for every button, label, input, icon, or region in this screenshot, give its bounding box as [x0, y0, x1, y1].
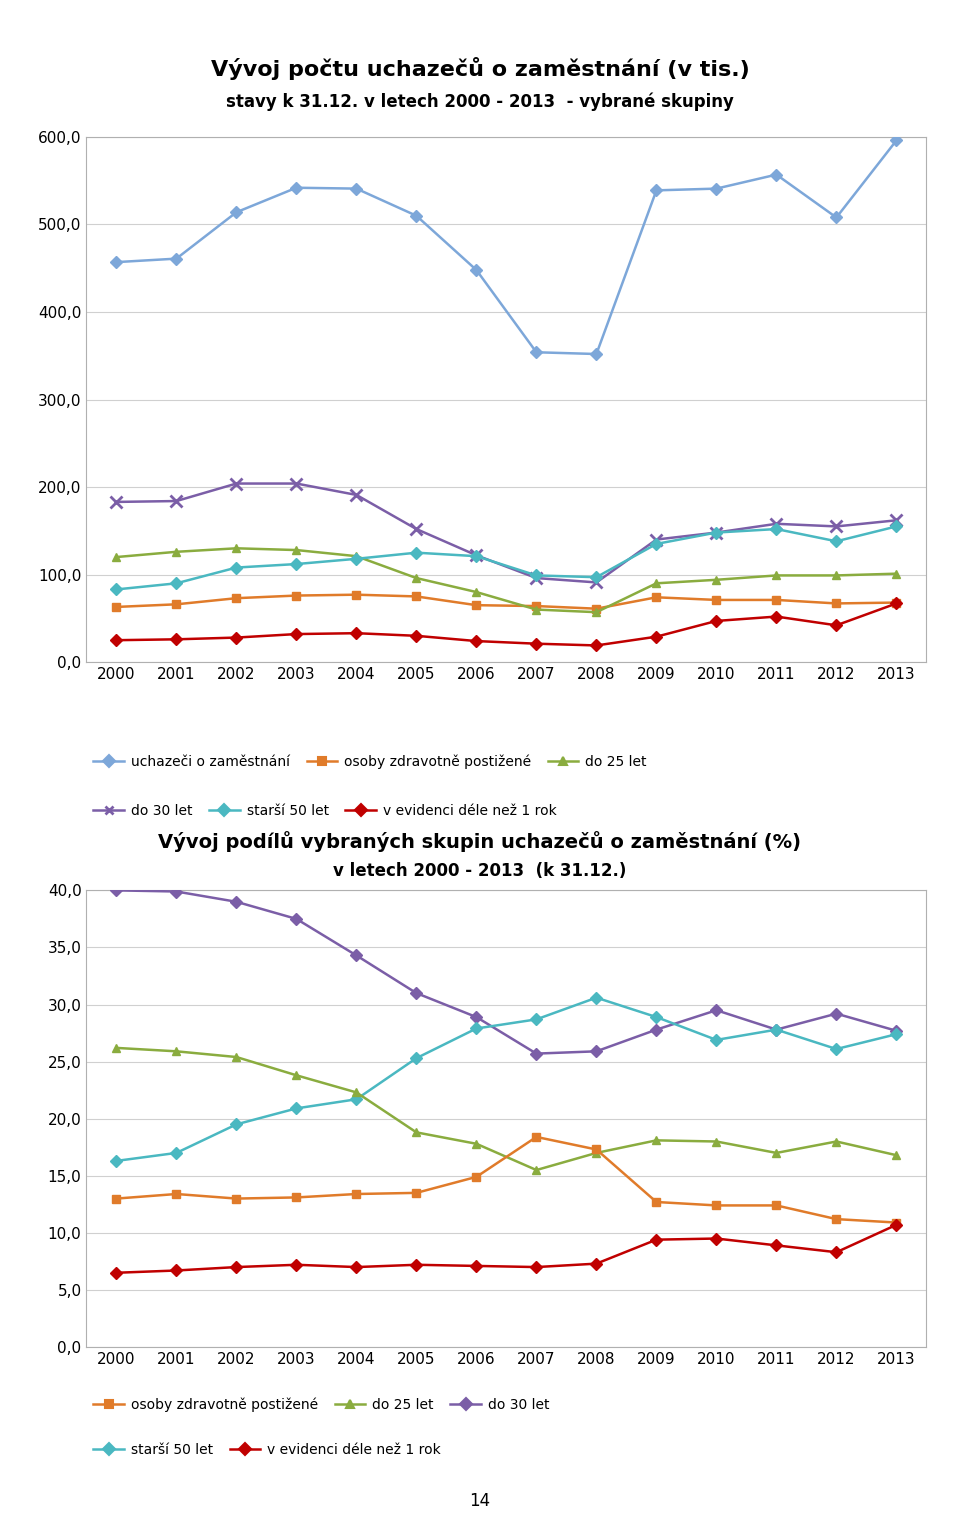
Legend: starší 50 let, v evidenci déle než 1 rok: starší 50 let, v evidenci déle než 1 rok: [93, 1443, 441, 1457]
Text: stavy k 31.12. v letech 2000 - 2013  - vybrané skupiny: stavy k 31.12. v letech 2000 - 2013 - vy…: [226, 93, 734, 111]
Text: Vývoj počtu uchazečů o zaměstnání (v tis.): Vývoj počtu uchazečů o zaměstnání (v tis…: [210, 56, 750, 81]
Legend: osoby zdravotně postižené, do 25 let, do 30 let: osoby zdravotně postižené, do 25 let, do…: [93, 1397, 549, 1411]
Text: v letech 2000 - 2013  (k 31.12.): v letech 2000 - 2013 (k 31.12.): [333, 861, 627, 880]
Text: Vývoj podílů vybraných skupin uchazečů o zaměstnání (%): Vývoj podílů vybraných skupin uchazečů o…: [158, 831, 802, 852]
Legend: uchazeči o zaměstnání, osoby zdravotně postižené, do 25 let: uchazeči o zaměstnání, osoby zdravotně p…: [93, 755, 647, 769]
Legend: do 30 let, starší 50 let, v evidenci déle než 1 rok: do 30 let, starší 50 let, v evidenci dél…: [93, 804, 557, 817]
Text: 14: 14: [469, 1492, 491, 1510]
